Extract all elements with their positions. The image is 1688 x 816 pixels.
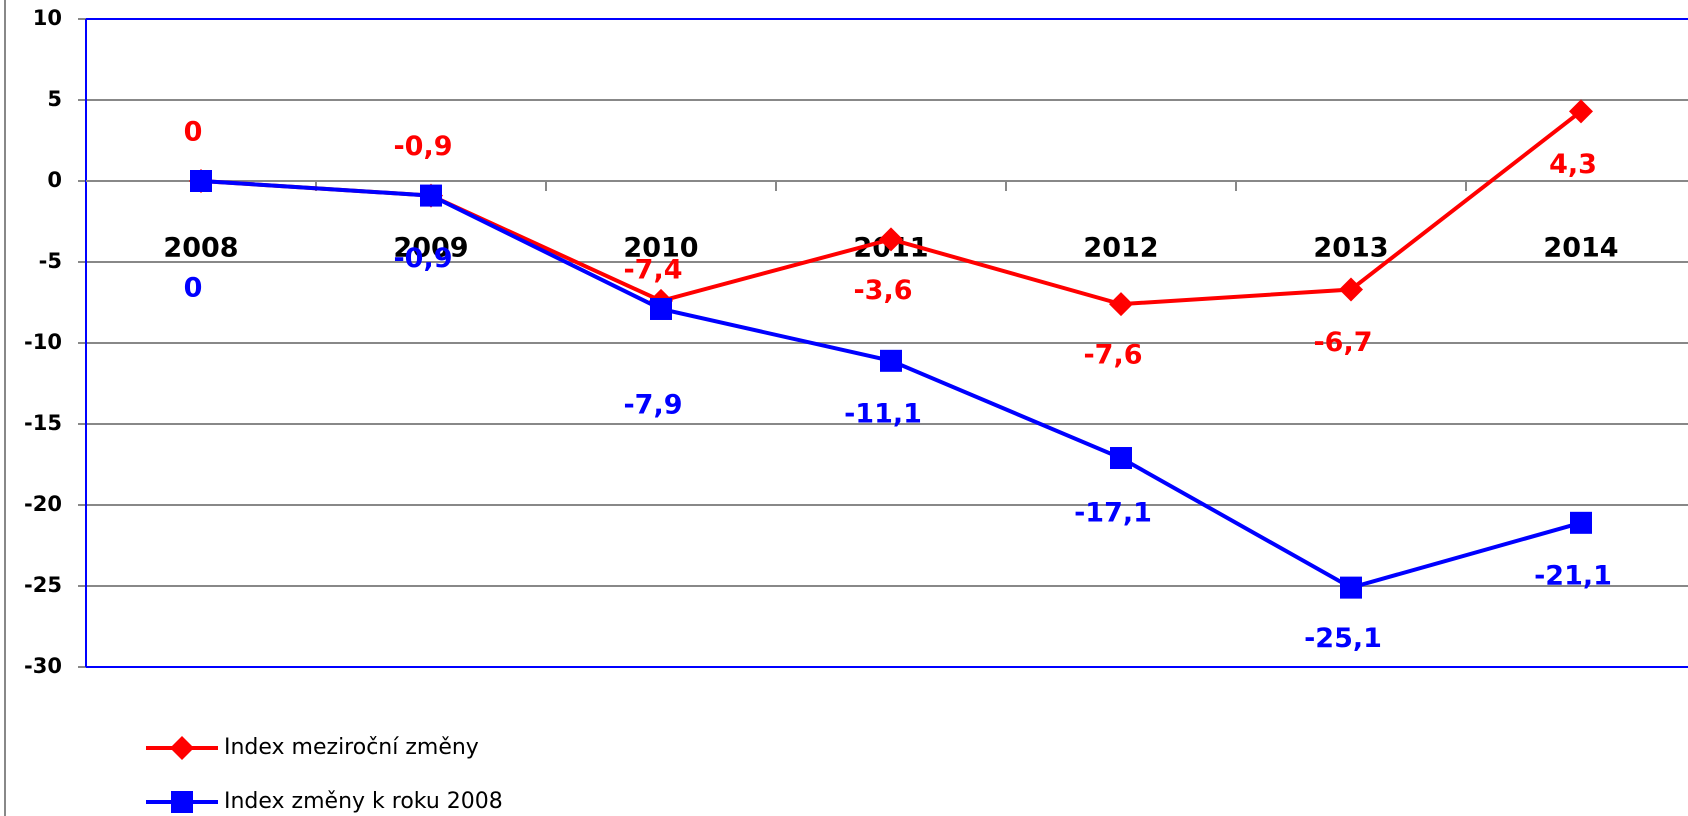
point xyxy=(1339,277,1363,302)
y-tick-label: -25 xyxy=(24,573,62,597)
data-label: -3,6 xyxy=(853,275,912,306)
point xyxy=(1570,511,1592,534)
data-label: 0 xyxy=(184,273,203,304)
data-label: -11,1 xyxy=(844,398,922,429)
point xyxy=(1340,576,1362,599)
y-tick-label: -15 xyxy=(24,411,62,435)
point xyxy=(1109,292,1133,317)
y-tick-label: -5 xyxy=(39,249,62,273)
data-label: -25,1 xyxy=(1304,623,1382,654)
point xyxy=(420,184,442,207)
x-tick-label: 2013 xyxy=(1313,233,1388,264)
x-tick-label: 2014 xyxy=(1543,233,1618,264)
y-tick-label: -30 xyxy=(24,654,62,678)
y-tick-label: 5 xyxy=(47,87,62,111)
x-tick-label: 2010 xyxy=(623,233,698,264)
x-tick-label: 2012 xyxy=(1083,233,1158,264)
point xyxy=(879,227,903,252)
point xyxy=(650,297,672,320)
data-label: -7,6 xyxy=(1083,340,1142,371)
y-tick-label: 10 xyxy=(33,6,62,30)
y-tick-label: -20 xyxy=(24,492,62,516)
y-tick-label: 0 xyxy=(47,168,62,192)
data-label: -0,9 xyxy=(393,243,452,274)
data-label: -6,7 xyxy=(1313,327,1372,358)
x-tick-label: 2009 xyxy=(393,233,468,264)
data-label: -0,9 xyxy=(393,131,452,162)
point xyxy=(1569,99,1593,124)
legend-label: Index změny k roku 2008 xyxy=(224,789,503,814)
point xyxy=(190,170,212,192)
data-label: 4,3 xyxy=(1549,149,1597,180)
data-label: -7,9 xyxy=(623,389,682,420)
legend-marker xyxy=(170,736,194,760)
legend-marker xyxy=(171,791,193,813)
point xyxy=(880,349,902,372)
y-tick-label: -10 xyxy=(24,330,62,354)
point xyxy=(1110,447,1132,470)
x-tick-label: 2008 xyxy=(163,233,238,264)
data-label: -21,1 xyxy=(1534,560,1612,591)
data-label: -17,1 xyxy=(1074,498,1152,529)
data-label: 0 xyxy=(184,117,203,148)
legend-label: Index meziroční změny xyxy=(224,735,479,760)
data-label: -7,4 xyxy=(623,254,682,285)
